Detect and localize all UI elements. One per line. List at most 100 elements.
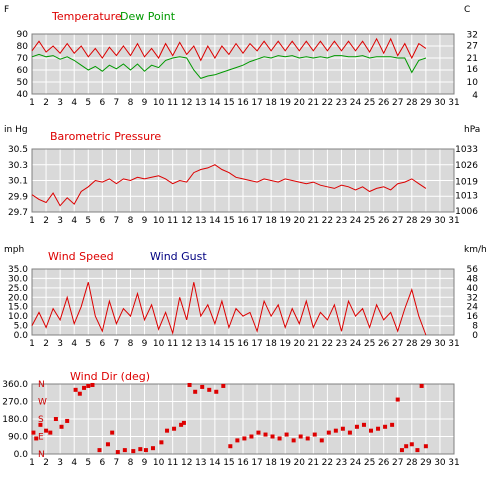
- x-tick-label: 8: [128, 339, 134, 349]
- x-tick-label: 6: [99, 339, 105, 349]
- x-tick-label: 5: [85, 98, 91, 108]
- compass-label: E: [38, 433, 44, 443]
- data-point: [235, 438, 240, 443]
- x-tick-label: 7: [114, 458, 120, 468]
- x-tick-label: 23: [336, 339, 347, 349]
- x-tick-label: 13: [195, 216, 206, 226]
- x-tick-label: 19: [279, 216, 291, 226]
- legend-label: Wind Gust: [150, 250, 207, 263]
- x-tick-label: 25: [364, 339, 375, 349]
- x-tick-label: 13: [195, 98, 206, 108]
- x-tick-label: 3: [57, 98, 63, 108]
- compass-label: N: [38, 450, 45, 460]
- data-point: [404, 444, 409, 449]
- data-point: [263, 432, 268, 437]
- y-tick-label: 20.0: [8, 293, 28, 303]
- data-point: [110, 430, 115, 435]
- data-point: [77, 391, 82, 396]
- x-tick-label: 22: [322, 458, 333, 468]
- data-point: [90, 382, 95, 387]
- data-point: [312, 432, 317, 437]
- x-tick-label: 5: [85, 458, 91, 468]
- y2-tick-label: 16: [467, 312, 479, 322]
- y-tick-label: 30.5: [8, 145, 28, 155]
- x-tick-label: 2: [43, 339, 49, 349]
- data-point: [172, 426, 177, 431]
- y-tick-label: 15.0: [8, 303, 28, 313]
- y2-tick-label: 27: [467, 41, 478, 51]
- data-point: [284, 432, 289, 437]
- y2-tick-label: 1026: [455, 161, 478, 171]
- x-tick-label: 14: [209, 458, 221, 468]
- x-tick-label: 10: [153, 98, 165, 108]
- x-tick-label: 16: [237, 216, 249, 226]
- y2-tick-label: 4: [472, 91, 478, 101]
- x-tick-label: 16: [237, 98, 249, 108]
- y2-tick-label: 16: [467, 65, 479, 75]
- data-point: [256, 430, 261, 435]
- x-tick-label: 14: [209, 339, 221, 349]
- chart-panel-1: 1 2 3 4 5 6 7 8 9 10 11 12 13 14 15 16 17 18 19 20 21 22 23 24 2…: [4, 5, 478, 108]
- x-tick-label: 23: [336, 98, 347, 108]
- x-tick-label: 28: [406, 339, 418, 349]
- x-tick-label: 19: [279, 98, 291, 108]
- x-tick-label: 30: [434, 98, 446, 108]
- x-tick-label: 19: [279, 339, 291, 349]
- x-tick-label: 30: [434, 216, 446, 226]
- y-tick-label: 30.1: [8, 177, 28, 187]
- data-point: [319, 438, 324, 443]
- data-point: [143, 448, 148, 453]
- left-unit-label: F: [4, 5, 9, 15]
- right-unit-label: C: [464, 5, 470, 15]
- legend-label: Dew Point: [120, 10, 176, 23]
- x-tick-label: 22: [322, 339, 333, 349]
- x-tick-label: 17: [251, 458, 262, 468]
- x-tick-label: 1: [29, 339, 35, 349]
- y-tick-label: 5.0: [14, 322, 29, 332]
- x-tick-label: 21: [308, 458, 319, 468]
- data-point: [369, 428, 374, 433]
- data-point: [159, 440, 164, 445]
- y-tick-label: 270.0: [2, 398, 28, 408]
- x-tick-label: 14: [209, 98, 221, 108]
- data-point: [409, 442, 414, 447]
- x-tick-label: 18: [265, 98, 277, 108]
- x-tick-label: 30: [434, 339, 446, 349]
- plot-frame: [31, 268, 455, 336]
- data-point: [97, 448, 102, 453]
- data-point: [395, 397, 400, 402]
- series-line: [31, 282, 427, 336]
- x-tick-label: 25: [364, 98, 375, 108]
- x-tick-label: 26: [378, 339, 390, 349]
- legend-label: Temperature: [51, 10, 122, 23]
- data-point: [270, 434, 275, 439]
- y2-tick-label: 21: [467, 54, 478, 64]
- x-tick-label: 9: [142, 216, 148, 226]
- x-tick-label: 24: [350, 98, 362, 108]
- x-tick-label: 29: [420, 98, 432, 108]
- plot-frame: [31, 33, 455, 95]
- x-tick-label: 7: [114, 216, 120, 226]
- x-tick-label: 21: [308, 339, 319, 349]
- x-tick-label: 14: [209, 216, 221, 226]
- x-tick-label: 31: [448, 458, 459, 468]
- x-tick-label: 25: [364, 458, 375, 468]
- data-point: [73, 387, 78, 392]
- y-tick-label: 60: [17, 66, 29, 76]
- y-tick-label: 90: [17, 30, 29, 40]
- data-point: [347, 430, 352, 435]
- data-point: [340, 426, 345, 431]
- chart-panel-2: 1 2 3 4 5 6 7 8 9 10 11 12 13 14 15 16 17 18 19 20 21 22 23 24 2…: [4, 125, 480, 226]
- x-tick-label: 19: [279, 458, 291, 468]
- data-point: [249, 434, 254, 439]
- x-tick-label: 6: [99, 98, 105, 108]
- series-line: [31, 37, 427, 62]
- data-point: [383, 424, 388, 429]
- data-point: [333, 428, 338, 433]
- data-point: [207, 387, 212, 392]
- y-tick-label: 10.0: [8, 312, 28, 322]
- x-tick-label: 11: [167, 216, 178, 226]
- x-tick-label: 3: [57, 216, 63, 226]
- y2-tick-label: 32: [467, 293, 478, 303]
- x-tick-label: 1: [29, 98, 35, 108]
